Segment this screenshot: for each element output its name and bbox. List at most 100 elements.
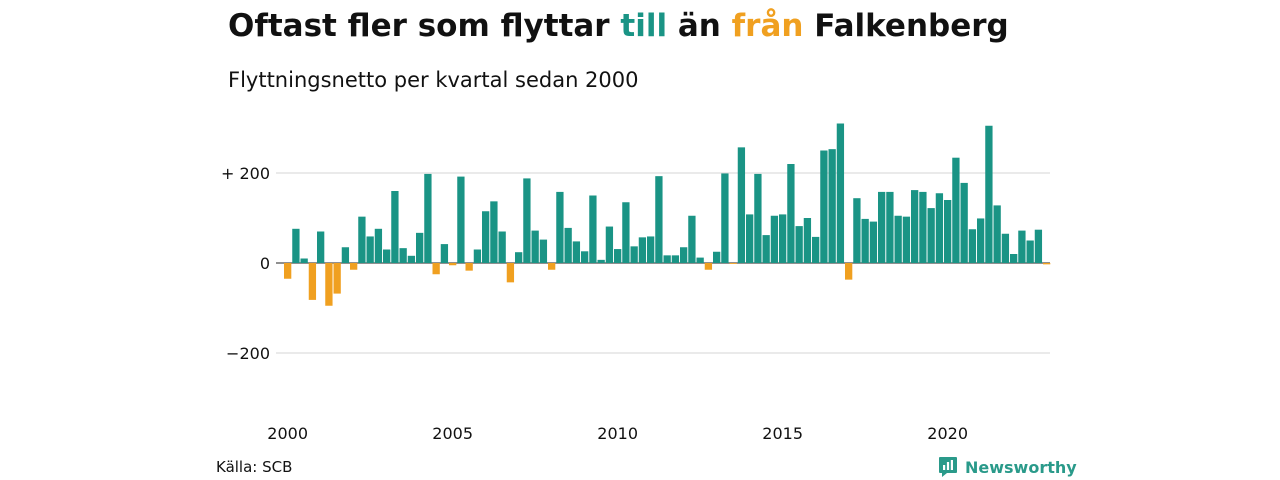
bar — [449, 263, 457, 266]
bar — [581, 251, 589, 263]
bar — [457, 176, 465, 263]
y-tick-label: −200 — [226, 344, 270, 363]
bar — [828, 149, 836, 263]
bar — [391, 191, 399, 263]
bar — [968, 229, 977, 263]
bar — [556, 191, 564, 263]
x-tick-label: 2010 — [597, 424, 638, 443]
bar — [869, 221, 878, 263]
x-axis-ticks: 2000 2005 2010 2015 2020 — [267, 424, 968, 443]
bar — [902, 216, 911, 263]
title-fran: från — [731, 8, 804, 44]
bar — [614, 249, 622, 263]
bar — [341, 247, 350, 263]
bar — [713, 251, 721, 263]
bar — [1034, 229, 1043, 263]
bar — [548, 263, 556, 270]
title-part-2: än — [667, 8, 732, 44]
bar — [853, 198, 861, 263]
bar — [935, 193, 944, 263]
chart-subtitle: Flyttningsnetto per kvartal sedan 2000 — [228, 68, 639, 92]
bar — [630, 246, 638, 263]
bar — [787, 164, 795, 263]
bar — [960, 182, 968, 263]
brand-name: Newsworthy — [965, 457, 1077, 477]
y-tick-label: 0 — [260, 254, 270, 273]
bar — [1043, 263, 1051, 265]
bar — [977, 218, 985, 263]
bar — [589, 195, 597, 263]
bar — [284, 263, 292, 279]
bar — [597, 259, 605, 263]
y-tick-label: + 200 — [221, 164, 270, 183]
bar — [465, 263, 473, 271]
x-tick-label: 2015 — [762, 424, 803, 443]
x-tick-label: 2005 — [432, 424, 473, 443]
bar — [482, 211, 490, 263]
bars — [284, 123, 1051, 306]
bar — [383, 249, 391, 263]
bar — [952, 157, 960, 263]
bar — [836, 123, 845, 263]
bar — [539, 239, 548, 263]
bar — [911, 190, 919, 263]
bar — [688, 215, 696, 263]
bar — [680, 247, 688, 263]
bar — [803, 218, 812, 263]
bar — [572, 241, 581, 263]
bar — [490, 201, 498, 263]
bar — [993, 205, 1001, 263]
bar — [770, 215, 779, 263]
bar — [350, 263, 358, 270]
bar — [663, 255, 671, 263]
bar — [374, 228, 383, 263]
title-part-3: Falkenberg — [803, 8, 1009, 44]
bar — [721, 173, 729, 263]
chart-title: Oftast fler som flyttar till än från Fal… — [228, 8, 1009, 44]
x-tick-label: 2020 — [927, 424, 968, 443]
bar — [754, 173, 762, 263]
title-part-1: Oftast fler som flyttar — [228, 8, 621, 44]
bar — [564, 227, 572, 263]
bar — [985, 125, 993, 263]
bar — [416, 232, 424, 263]
bar — [655, 176, 663, 263]
bar — [622, 202, 630, 263]
bar — [333, 263, 341, 294]
x-tick-label: 2000 — [267, 424, 308, 443]
bar — [523, 178, 531, 263]
bar — [919, 191, 927, 263]
bar — [638, 237, 647, 263]
bar — [1001, 233, 1010, 263]
bar — [779, 214, 787, 263]
newsworthy-icon — [939, 457, 957, 477]
bar — [944, 200, 952, 263]
bar — [399, 248, 407, 263]
bar — [762, 235, 770, 263]
bar — [886, 191, 894, 263]
bar — [358, 216, 366, 263]
bar — [737, 147, 746, 263]
bar — [861, 218, 869, 263]
bar — [300, 258, 308, 263]
bar — [746, 214, 754, 263]
bar — [647, 236, 655, 263]
bar — [704, 263, 713, 270]
bar — [812, 236, 820, 263]
bar — [498, 231, 506, 263]
y-axis-ticks: + 200 0 −200 — [221, 164, 270, 363]
bar — [820, 150, 828, 263]
bar — [440, 244, 449, 263]
source-label: Källa: SCB — [216, 458, 293, 476]
bar — [473, 249, 482, 263]
bar — [1018, 230, 1026, 263]
bar — [1026, 240, 1034, 263]
bar — [366, 236, 374, 263]
bar — [317, 231, 325, 263]
bar — [325, 263, 333, 306]
bar — [845, 263, 853, 280]
bar — [696, 257, 704, 263]
bar — [894, 215, 902, 263]
title-till: till — [620, 8, 668, 44]
